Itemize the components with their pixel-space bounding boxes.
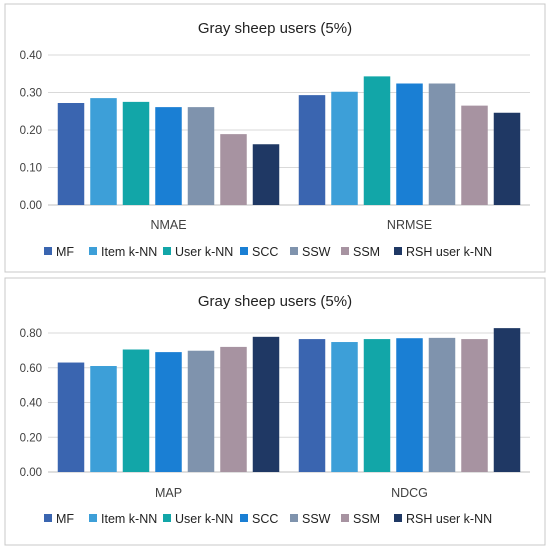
chart-title: Gray sheep users (5%): [198, 293, 352, 310]
chart-title: Gray sheep users (5%): [198, 20, 352, 37]
legend-entry: MF: [56, 512, 74, 526]
legend-entry: SCC: [252, 512, 278, 526]
bar: [90, 366, 117, 472]
legend-swatch: [394, 514, 402, 522]
bar: [396, 83, 423, 205]
bar: [331, 342, 358, 472]
bar: [461, 339, 488, 472]
legend-entry: SSW: [302, 512, 331, 526]
bar: [363, 339, 391, 472]
y-tick-label: 0.40: [20, 398, 42, 410]
bar: [155, 107, 182, 205]
category-label: NMAE: [150, 218, 186, 232]
legend-entry: User k-NN: [175, 245, 233, 259]
y-tick-label: 0.80: [20, 328, 42, 340]
y-tick-label: 0.00: [20, 200, 42, 212]
legend-swatch: [89, 247, 97, 255]
legend-swatch: [89, 514, 97, 522]
legend-swatch: [341, 514, 349, 522]
y-tick-label: 0.60: [20, 363, 42, 375]
legend-entry: SSM: [353, 512, 380, 526]
legend-entry: SCC: [252, 245, 278, 259]
y-tick-label: 0.00: [20, 467, 42, 479]
bar: [252, 144, 280, 205]
legend-swatch: [163, 247, 171, 255]
bar: [428, 337, 456, 472]
legend-swatch: [394, 247, 402, 255]
legend-entry: SSM: [353, 245, 380, 259]
chart-panel-top: Gray sheep users (5%) 0.00 0.10 0.20 0.30 0.4…: [4, 3, 546, 273]
bar: [298, 339, 326, 472]
category-label: NDCG: [391, 486, 428, 500]
legend-entry: RSH user k-NN: [406, 512, 492, 526]
y-tick-label: 0.40: [20, 50, 42, 62]
bar: [252, 336, 280, 472]
bar: [57, 362, 85, 472]
legend-swatch: [163, 514, 171, 522]
y-tick-label: 0.30: [20, 88, 42, 100]
bar: [122, 101, 150, 205]
bar: [57, 103, 85, 205]
bar: [396, 338, 423, 472]
category-label: NRMSE: [387, 218, 432, 232]
legend-swatch: [240, 514, 248, 522]
bar: [298, 95, 326, 205]
legend-entry: MF: [56, 245, 74, 259]
legend-swatch: [240, 247, 248, 255]
legend-entry: Item k-NN: [101, 245, 157, 259]
bar: [461, 105, 488, 205]
bar: [428, 83, 456, 205]
bar: [220, 134, 247, 205]
y-tick-label: 0.10: [20, 163, 42, 175]
legend-swatch: [290, 247, 298, 255]
legend-swatch: [290, 514, 298, 522]
bar: [90, 98, 117, 205]
legend-swatch: [341, 247, 349, 255]
legend-swatch: [44, 247, 52, 255]
bar: [363, 76, 391, 205]
bar: [220, 346, 247, 472]
bar: [187, 350, 215, 472]
bar: [122, 349, 150, 472]
legend-swatch: [44, 514, 52, 522]
bar: [493, 112, 521, 205]
y-tick-label: 0.20: [20, 125, 42, 137]
legend-entry: Item k-NN: [101, 512, 157, 526]
legend-entry: RSH user k-NN: [406, 245, 492, 259]
y-tick-label: 0.20: [20, 432, 42, 444]
chart-panel-bottom: Gray sheep users (5%) 0.00 0.20 0.40 0.60 0.8…: [4, 277, 546, 546]
bar: [493, 328, 521, 472]
bar: [187, 107, 215, 205]
bar: [331, 91, 358, 205]
bar: [155, 352, 182, 472]
legend-entry: User k-NN: [175, 512, 233, 526]
category-label: MAP: [155, 486, 182, 500]
legend-entry: SSW: [302, 245, 331, 259]
